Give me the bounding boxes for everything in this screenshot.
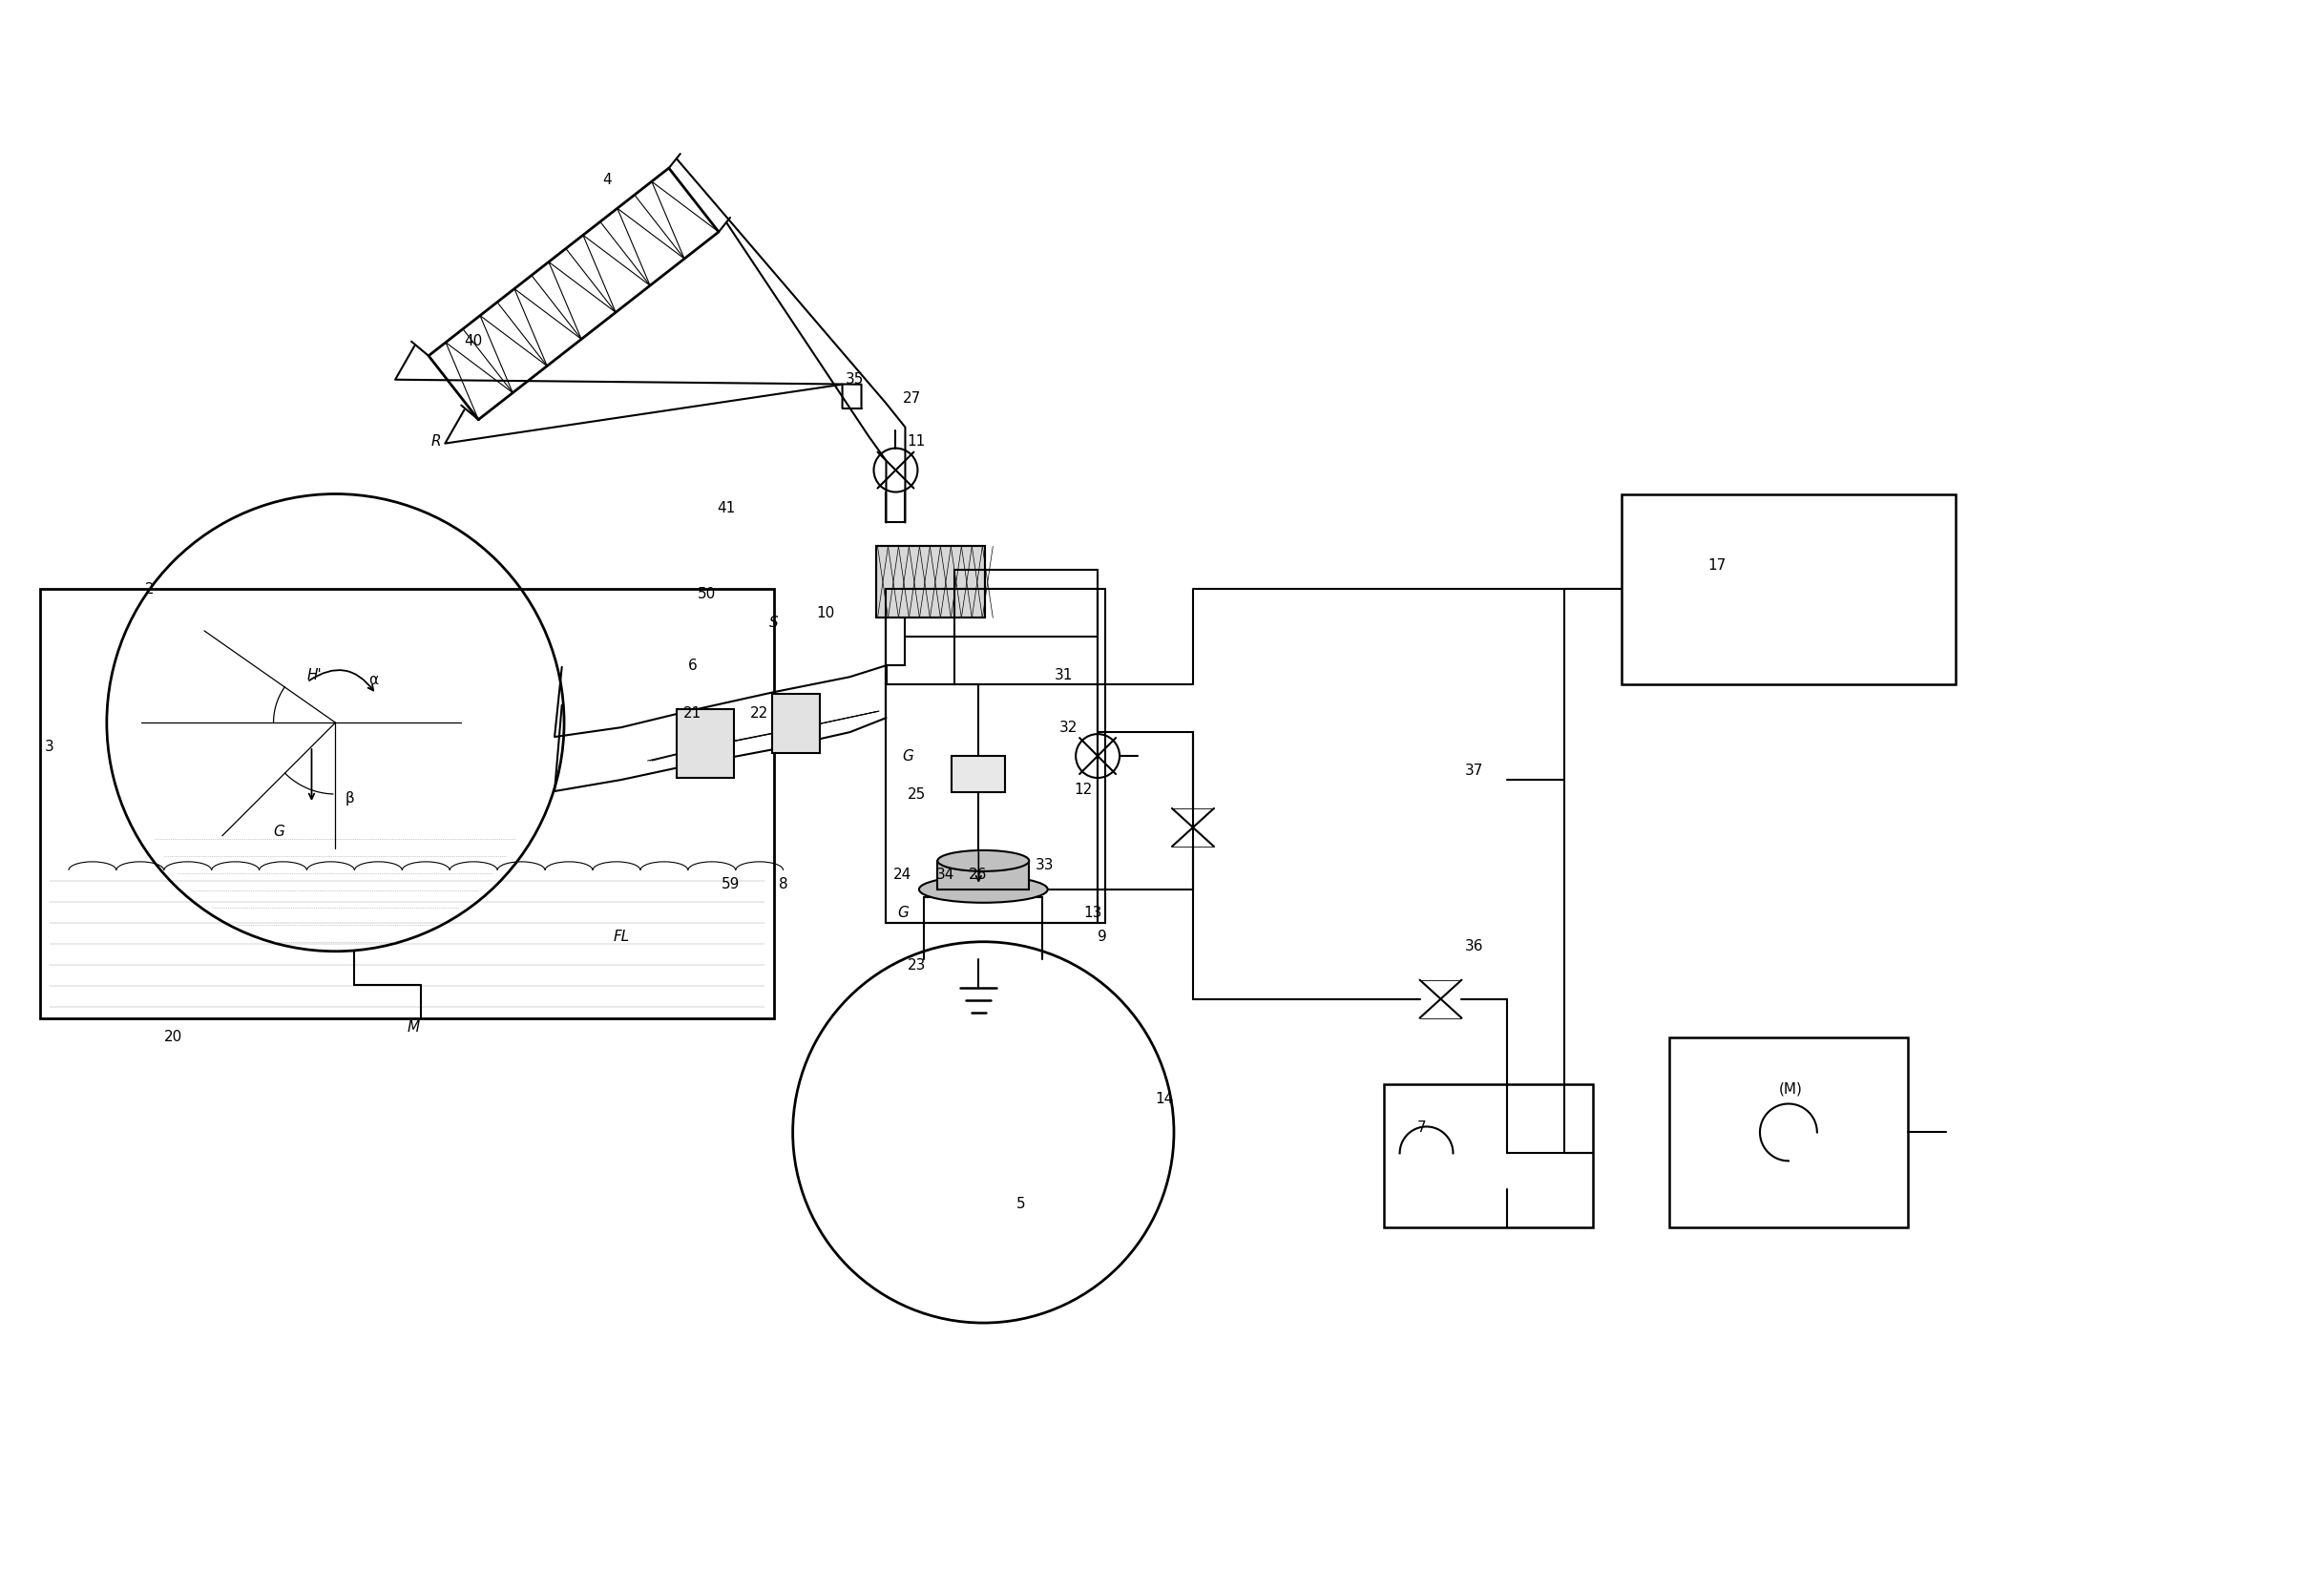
Bar [885,589,1106,923]
Text: 36: 36 [1464,939,1483,953]
Text: 24: 24 [892,869,911,883]
Text: 34: 34 [937,869,955,883]
Bar [937,861,1030,889]
Text: G: G [897,905,909,920]
Text: 27: 27 [902,391,920,406]
Text: 5: 5 [1016,1196,1025,1211]
Text: 9: 9 [1097,929,1106,943]
Bar [1622,493,1954,684]
Text: 3: 3 [44,740,53,754]
Text: 37: 37 [1464,764,1483,778]
Text: 21: 21 [683,706,702,721]
Bar [876,546,985,617]
Text: 10: 10 [816,606,834,620]
Text: 50: 50 [697,587,716,601]
Bar [953,756,1006,792]
Bar [772,694,820,753]
Text: 13: 13 [1083,905,1102,920]
Text: R: R [430,434,442,449]
Text: 22: 22 [751,706,769,721]
Text: 14: 14 [1155,1091,1174,1106]
Text: β: β [344,792,353,807]
Text: 59: 59 [720,877,739,891]
Ellipse shape [937,850,1030,872]
Bar [676,710,734,778]
Bar [955,570,1097,684]
Text: 20: 20 [165,1029,181,1044]
Text: 8: 8 [779,877,788,891]
Text: H': H' [307,668,321,683]
Text: 12: 12 [1074,783,1092,797]
Bar [1669,1037,1908,1228]
Text: G: G [274,826,286,840]
Text: 33: 33 [1037,859,1055,873]
Text: 26: 26 [969,869,988,883]
Bar [40,589,774,1018]
Text: S: S [769,616,779,630]
Text: 4: 4 [602,172,611,186]
Bar [1383,1085,1594,1228]
Text: 31: 31 [1055,668,1074,683]
Text: 11: 11 [906,434,925,449]
Text: M: M [407,1020,418,1034]
Text: 32: 32 [1060,721,1078,735]
Text: G: G [902,749,913,764]
Text: α: α [370,673,379,687]
Text: 23: 23 [906,958,925,972]
Text: 25: 25 [906,788,925,802]
Text: FL: FL [614,929,630,943]
Text: (M): (M) [1778,1082,1803,1096]
Bar [876,546,985,617]
Text: 17: 17 [1708,558,1727,573]
Text: 2: 2 [144,582,153,597]
Text: 40: 40 [465,334,483,348]
Text: 6: 6 [688,659,697,673]
Text: 35: 35 [846,372,865,387]
Text: 41: 41 [716,501,734,515]
Text: 7: 7 [1418,1120,1427,1134]
Ellipse shape [918,877,1048,902]
